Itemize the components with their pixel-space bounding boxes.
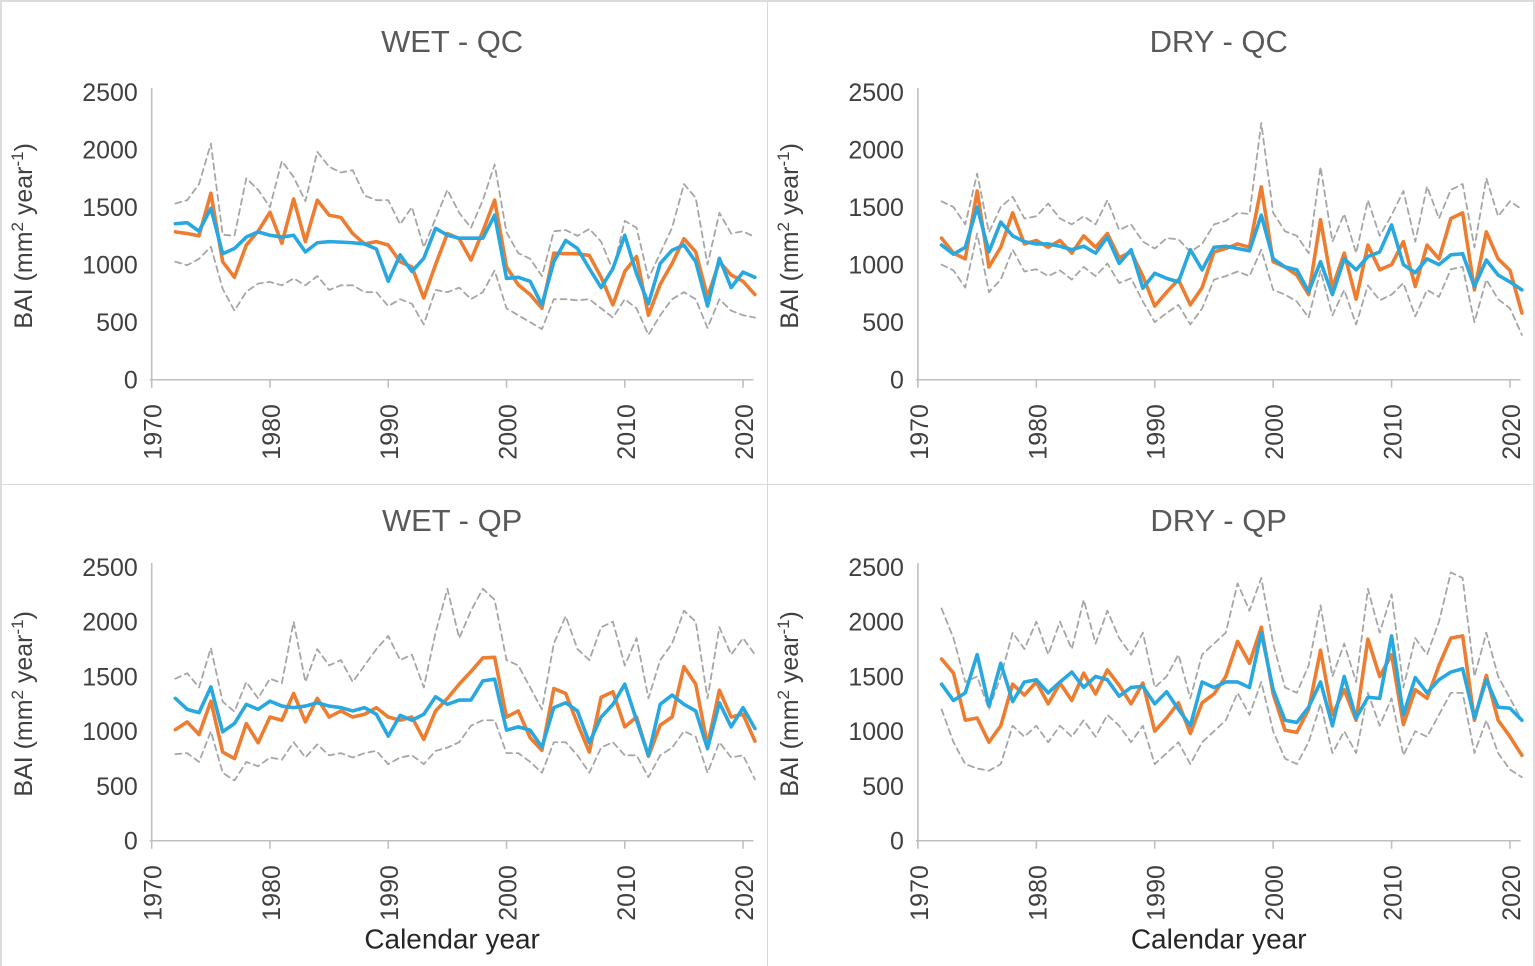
x-tick-label: 1990 [376, 404, 404, 460]
x-tick-label: 1980 [1024, 404, 1052, 460]
y-tick-label: 1000 [848, 252, 904, 280]
series-blue-solid [939, 630, 1524, 728]
y-tick-label: 500 [862, 309, 904, 337]
y-tick-label: 2500 [848, 79, 904, 107]
x-tick-label: 1970 [905, 865, 933, 921]
x-tick-label: 2000 [495, 865, 523, 921]
x-tick-label: 1970 [140, 865, 168, 921]
x-tick-label: 2000 [1261, 404, 1289, 460]
chart-title: WET - QP [382, 503, 522, 538]
series-blue-solid [939, 205, 1524, 297]
chart-canvas: DRY - QC 1970 1980 1990 2000 2010 2020 2500 2000… [773, 24, 1526, 460]
y-tick-label: 1000 [82, 718, 137, 746]
series-upper-dashed [174, 142, 756, 280]
x-tick-label: 1990 [1142, 865, 1170, 921]
x-tick-label: 1990 [1142, 404, 1170, 460]
x-tick-label: 2020 [1498, 404, 1526, 460]
series-blue-solid [173, 677, 757, 757]
x-tick-label: 1970 [905, 404, 933, 460]
series-lower-dashed [174, 719, 756, 782]
x-tick-label: 2020 [731, 865, 759, 921]
y-tick-label: 1000 [848, 718, 904, 746]
y-tick-label: 1500 [82, 663, 137, 691]
y-tick-label: 0 [890, 367, 904, 395]
y-tick-label: 1000 [82, 252, 137, 280]
panel-dry-qp: DRY - QP 1970 1980 1990 2000 2010 2020 2500 2000… [767, 484, 1533, 966]
y-axis-label: BAI (mm2 year-1) [773, 611, 803, 796]
x-tick-label: 2010 [1379, 404, 1407, 460]
y-tick-label: 500 [96, 773, 138, 801]
series-lower-dashed [940, 232, 1523, 336]
series-orange-solid [939, 625, 1524, 757]
y-tick-label: 2000 [82, 608, 137, 636]
panel-wet-qp: WET - QP 1970 1980 1990 2000 2010 2020 2500 2000… [2, 484, 768, 966]
y-tick-label: 2500 [82, 554, 137, 582]
chart-canvas: WET - QC 1970 1980 1990 2000 2010 2020 2500 2000… [8, 24, 759, 460]
x-axis-label: Calendar year [1130, 923, 1306, 954]
series-lower-dashed [174, 245, 756, 336]
y-tick-label: 500 [862, 773, 904, 801]
series-lower-dashed [940, 680, 1523, 778]
chart-title: DRY - QC [1149, 24, 1287, 59]
x-tick-label: 2010 [613, 865, 641, 921]
y-tick-label: 2500 [82, 79, 137, 107]
panel-wet-qc: WET - QC 1970 1980 1990 2000 2010 2020 2500 2000… [2, 2, 768, 485]
y-tick-label: 2000 [82, 136, 137, 164]
series-orange-solid [173, 191, 757, 318]
y-tick-label: 2000 [848, 136, 904, 164]
chart-canvas: WET - QP 1970 1980 1990 2000 2010 2020 2500 2000… [8, 503, 759, 955]
x-tick-label: 1980 [1024, 865, 1052, 921]
chart-title: WET - QC [381, 24, 523, 59]
y-tick-label: 0 [890, 827, 904, 855]
y-tick-label: 0 [124, 827, 138, 855]
x-tick-label: 2010 [613, 404, 641, 460]
series-upper-dashed [174, 587, 756, 713]
chart-canvas: DRY - QP 1970 1980 1990 2000 2010 2020 2500 2000… [773, 503, 1526, 955]
x-tick-label: 2000 [495, 404, 523, 460]
x-tick-label: 2010 [1379, 865, 1407, 921]
x-tick-label: 2020 [731, 404, 759, 460]
y-tick-label: 2000 [848, 608, 904, 636]
series-orange-solid [173, 655, 757, 761]
x-axis-label: Calendar year [364, 923, 539, 954]
x-tick-label: 1990 [376, 865, 404, 921]
y-tick-label: 1500 [848, 194, 904, 222]
y-tick-label: 1500 [848, 663, 904, 691]
series-upper-dashed [940, 571, 1523, 721]
y-axis-label: BAI (mm2 year-1) [8, 143, 38, 328]
y-tick-label: 500 [96, 309, 138, 337]
x-tick-label: 2000 [1261, 865, 1289, 921]
x-tick-label: 1970 [140, 404, 168, 460]
y-axis-label: BAI (mm2 year-1) [773, 143, 803, 328]
y-tick-label: 0 [124, 367, 138, 395]
series-upper-dashed [940, 122, 1523, 255]
panel-dry-qc: DRY - QC 1970 1980 1990 2000 2010 2020 2500 2000… [767, 2, 1533, 485]
y-tick-label: 1500 [82, 194, 137, 222]
x-tick-label: 1980 [258, 865, 286, 921]
x-tick-label: 2020 [1498, 865, 1526, 921]
chart-title: DRY - QP [1150, 503, 1287, 538]
x-tick-label: 1980 [258, 404, 286, 460]
series-orange-solid [939, 185, 1524, 315]
y-tick-label: 2500 [848, 554, 904, 582]
y-axis-label: BAI (mm2 year-1) [8, 611, 38, 796]
series-blue-solid [173, 206, 757, 308]
